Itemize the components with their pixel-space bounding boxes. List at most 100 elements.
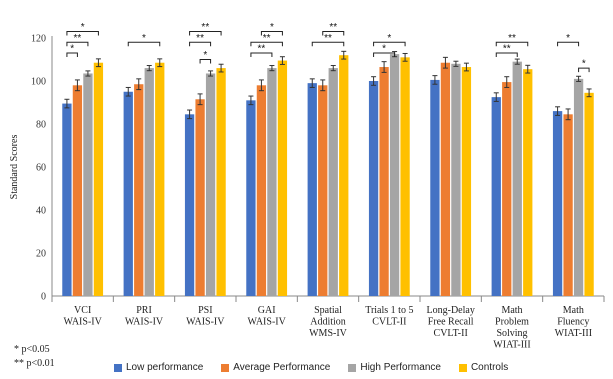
significance-bracket bbox=[189, 41, 212, 47]
significance-bracket bbox=[495, 52, 518, 58]
x-tick-label: Free Recall bbox=[428, 317, 474, 328]
y-axis-title: Standard Scores bbox=[9, 135, 20, 200]
bar bbox=[267, 68, 277, 296]
significance-bracket bbox=[127, 41, 161, 47]
bar bbox=[563, 114, 573, 296]
significance-label: ** bbox=[258, 44, 266, 55]
bar bbox=[93, 62, 104, 296]
y-tick-label: 0 bbox=[41, 292, 46, 303]
x-tick-label: GAI bbox=[258, 305, 276, 316]
bar bbox=[523, 69, 533, 296]
legend-label-controls: Controls bbox=[470, 362, 509, 373]
bar bbox=[205, 73, 216, 296]
x-tick-label: PRI bbox=[136, 305, 152, 316]
bar bbox=[491, 97, 501, 296]
bar bbox=[461, 67, 472, 297]
significance-note-p05: * p<0.05 bbox=[14, 344, 50, 355]
legend-item-low: Low performance bbox=[114, 362, 203, 373]
x-tick-label: WMS-IV bbox=[309, 328, 348, 339]
bar bbox=[389, 54, 400, 296]
bar bbox=[379, 67, 389, 297]
legend-swatch-low bbox=[114, 363, 122, 372]
bar bbox=[72, 85, 83, 296]
significance-label: * bbox=[387, 33, 391, 44]
significance-label: * bbox=[142, 33, 146, 44]
bar bbox=[318, 85, 328, 296]
legend-item-average: Average Performance bbox=[221, 362, 330, 373]
significance-bracket bbox=[322, 31, 345, 36]
y-tick-label: 100 bbox=[31, 77, 46, 88]
bar bbox=[512, 61, 522, 297]
x-tick-label: VCI bbox=[74, 305, 91, 316]
bar bbox=[246, 100, 256, 296]
x-tick-label: WAIS-IV bbox=[64, 317, 103, 328]
legend-swatch-high bbox=[348, 363, 357, 372]
significance-label: ** bbox=[263, 33, 271, 44]
x-tick-label: Spatial bbox=[314, 305, 342, 316]
x-tick-label: WAIS-IV bbox=[186, 317, 225, 328]
bar bbox=[123, 91, 133, 296]
significance-label: ** bbox=[503, 44, 511, 55]
significance-label: * bbox=[203, 50, 207, 61]
significance-label: * bbox=[582, 59, 586, 70]
x-tick-label: Math bbox=[501, 305, 522, 316]
significance-label: * bbox=[81, 22, 85, 33]
bar bbox=[339, 55, 349, 297]
significance-label: ** bbox=[329, 22, 337, 33]
significance-note-p01: ** p<0.01 bbox=[14, 358, 55, 369]
bar bbox=[83, 73, 93, 296]
bar bbox=[155, 62, 165, 296]
significance-bracket bbox=[578, 67, 590, 73]
x-tick-label: Solving bbox=[496, 328, 527, 339]
significance-label: * bbox=[70, 44, 74, 55]
significance-bracket bbox=[260, 31, 283, 36]
significance-bracket bbox=[66, 31, 99, 36]
significance-bracket bbox=[373, 41, 406, 47]
legend-label-high: High Performance bbox=[360, 362, 441, 373]
bar bbox=[552, 111, 563, 296]
y-tick-label: 40 bbox=[36, 206, 46, 217]
significance-label: * bbox=[270, 22, 274, 33]
bar bbox=[195, 99, 205, 297]
significance-bracket bbox=[373, 52, 396, 58]
legend-swatch-controls bbox=[458, 363, 467, 372]
bar bbox=[256, 85, 267, 296]
bar bbox=[440, 62, 451, 296]
x-tick-label: PSI bbox=[198, 305, 212, 316]
significance-bracket bbox=[250, 52, 273, 58]
significance-bracket bbox=[66, 52, 78, 58]
y-tick-label: 80 bbox=[36, 120, 46, 131]
x-tick-label: Problem bbox=[495, 317, 529, 328]
significance-bracket bbox=[66, 41, 89, 47]
x-tick-label: WAIS-IV bbox=[125, 317, 164, 328]
bar bbox=[451, 63, 461, 296]
significance-label: ** bbox=[196, 33, 204, 44]
y-tick-label: 120 bbox=[31, 34, 46, 45]
x-tick-label: Long-Delay bbox=[427, 305, 475, 316]
chart-legend: Low performance Average Performance High… bbox=[114, 362, 508, 373]
bar bbox=[328, 68, 338, 296]
bar bbox=[502, 82, 512, 296]
bar bbox=[368, 81, 379, 296]
bar bbox=[134, 84, 144, 296]
x-tick-label: Fluency bbox=[557, 317, 589, 328]
significance-bracket bbox=[189, 31, 222, 36]
bar bbox=[62, 103, 72, 296]
x-tick-label: CVLT-II bbox=[434, 328, 468, 339]
significance-label: ** bbox=[508, 33, 516, 44]
y-tick-label: 20 bbox=[36, 249, 46, 260]
legend-label-average: Average Performance bbox=[233, 362, 331, 373]
x-tick-label: WIAT-III bbox=[493, 340, 530, 351]
x-tick-label: WIAT-III bbox=[555, 328, 592, 339]
legend-item-controls: Controls bbox=[458, 362, 509, 373]
significance-label: * bbox=[566, 33, 570, 44]
significance-bracket bbox=[495, 41, 529, 47]
x-tick-label: Math bbox=[563, 305, 584, 316]
legend-swatch-average bbox=[221, 363, 230, 372]
legend-item-high: High Performance bbox=[348, 362, 441, 373]
x-tick-label: CVLT-II bbox=[372, 317, 406, 328]
x-tick-label: WAIS-IV bbox=[248, 317, 287, 328]
significance-bracket bbox=[199, 59, 212, 64]
